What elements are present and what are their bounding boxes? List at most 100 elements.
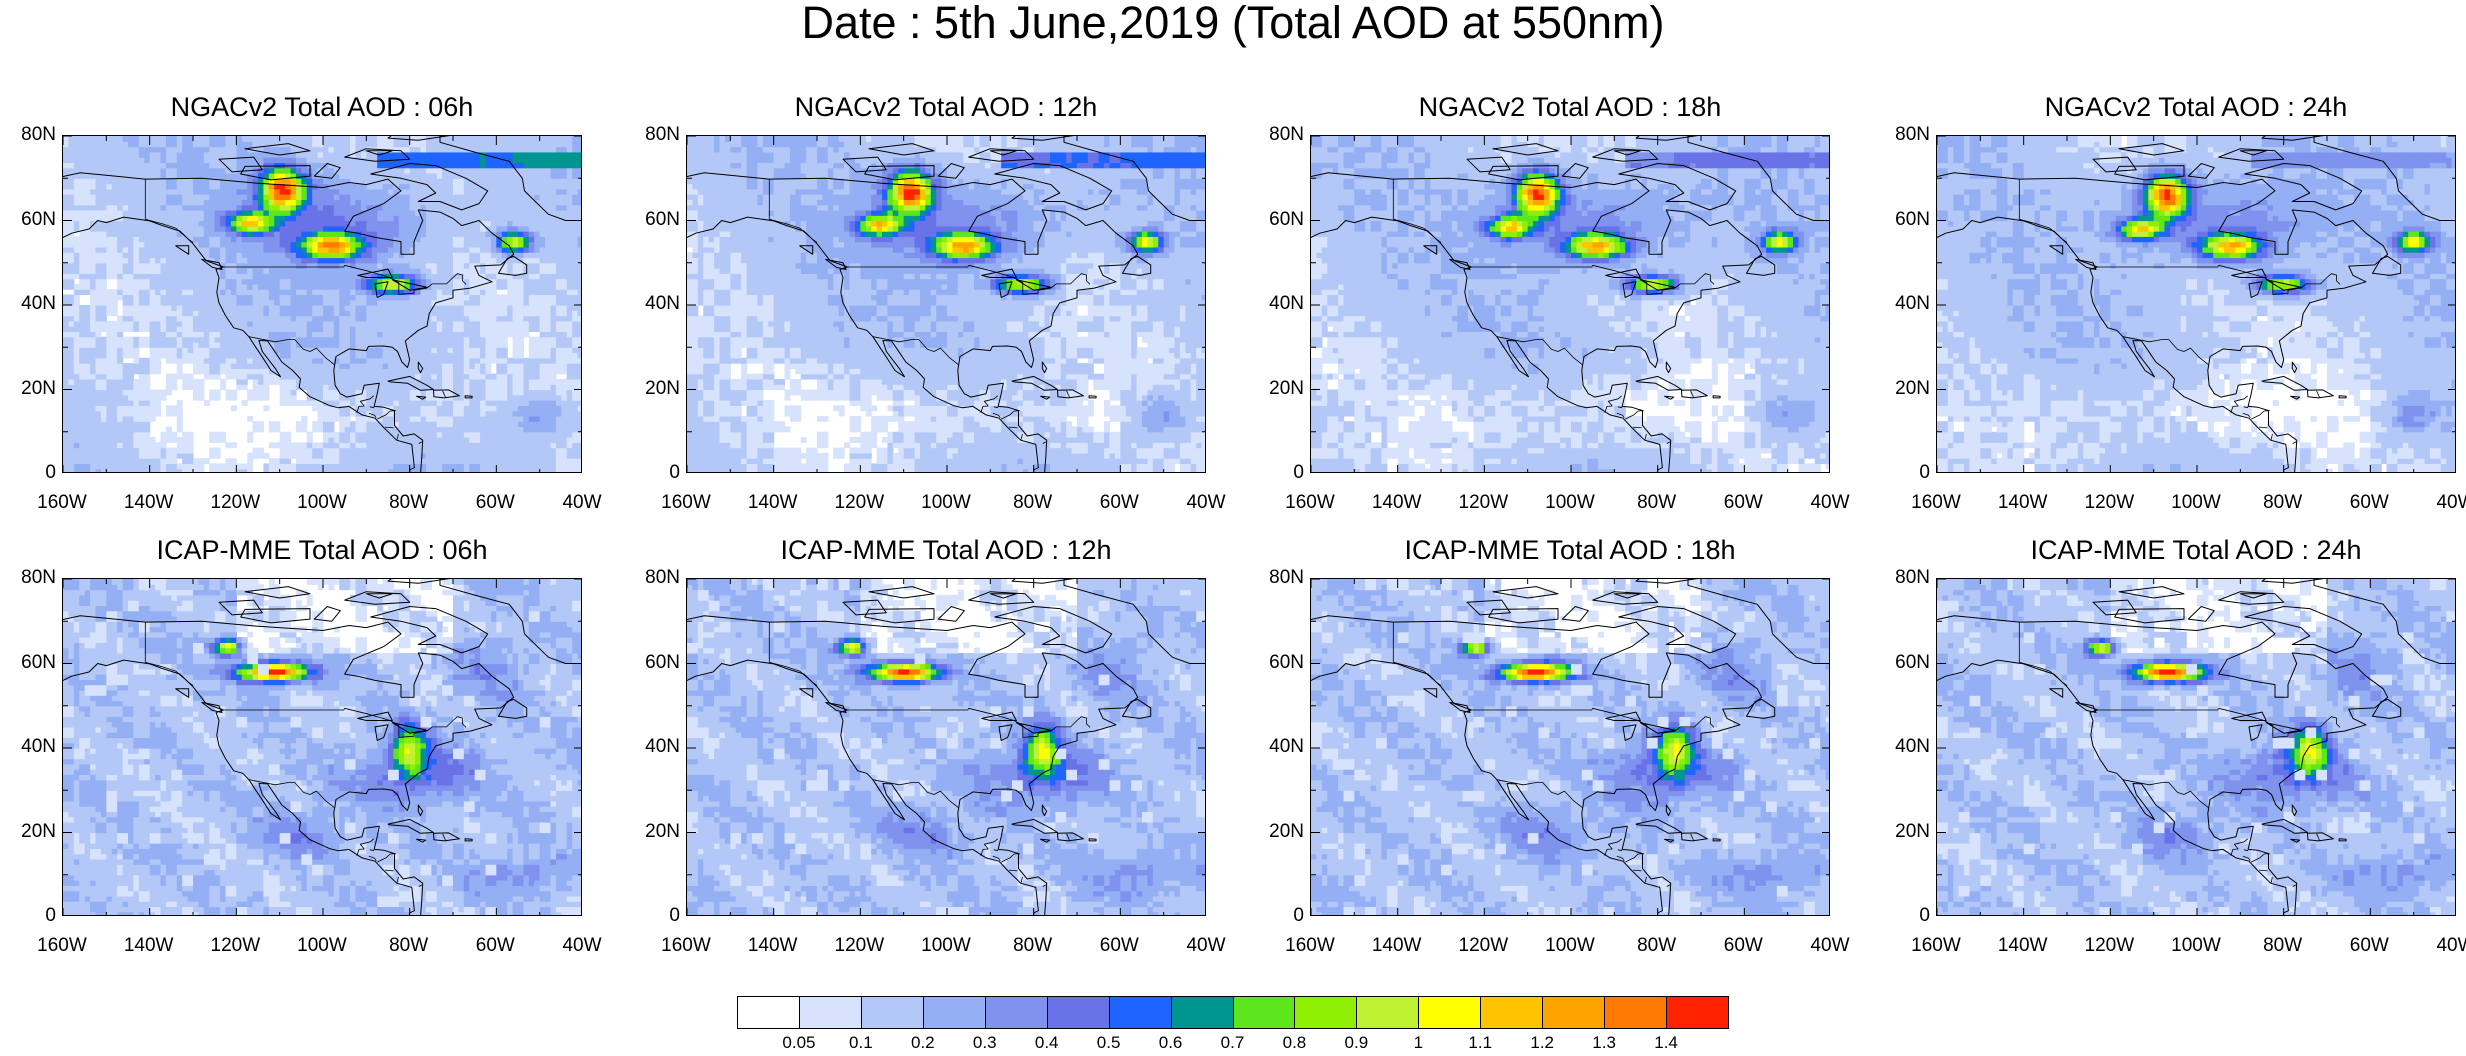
panel-title: ICAP-MME Total AOD : 18h (1250, 534, 1890, 566)
lon-tick-label: 60W (1084, 936, 1154, 956)
lat-tick-label: 0 (0, 906, 56, 926)
lat-tick-label: 20N (0, 378, 56, 399)
map-panel-icap-18h: ICAP-MME Total AOD : 18h 0 20N 40N 60N 80N 160… (1269, 535, 1849, 956)
panel-title: NGACv2 Total AOD : 12h (626, 91, 1266, 123)
colorbar-label: 0.6 (1141, 1034, 1201, 1052)
lat-tick-label: 60N (0, 652, 56, 673)
lon-tick-label: 80W (998, 493, 1068, 513)
aod-map (1311, 579, 1829, 915)
lat-tick-label: 80N (1244, 568, 1304, 588)
lon-tick-label: 120W (1448, 493, 1518, 513)
map-frame (1310, 578, 1830, 916)
lon-tick-label: 100W (1535, 493, 1605, 513)
lon-tick-label: 140W (1362, 936, 1432, 956)
lon-tick-label: 140W (1988, 936, 2058, 956)
lat-tick-label: 20N (1870, 378, 1930, 399)
lat-tick-label: 0 (0, 463, 56, 483)
lon-tick-label: 40W (547, 936, 617, 956)
lon-tick-label: 160W (1901, 493, 1971, 513)
colorbar-label: 1.1 (1450, 1034, 1510, 1052)
lat-tick-label: 60N (1244, 652, 1304, 673)
colorbar-swatch (860, 996, 924, 1029)
colorbar: 0.05 0.1 0.2 0.3 0.4 0.5 0.6 0.7 0.8 0.9 1 1.1 1.2 1.… (737, 996, 1729, 1052)
lon-tick-label: 160W (1901, 936, 1971, 956)
map-frame (1936, 578, 2456, 916)
panel-title: ICAP-MME Total AOD : 24h (1876, 534, 2466, 566)
lat-tick-label: 20N (1870, 821, 1930, 842)
lon-tick-label: 80W (1622, 936, 1692, 956)
colorbar-label: 0.8 (1264, 1034, 1324, 1052)
aod-map (63, 136, 581, 472)
colorbar-label: 0.7 (1203, 1034, 1263, 1052)
lat-tick-label: 60N (1870, 652, 1930, 673)
lon-tick-label: 40W (1171, 493, 1241, 513)
map-frame (1936, 135, 2456, 473)
lat-tick-label: 20N (620, 821, 680, 842)
lon-tick-label: 60W (1708, 936, 1778, 956)
lat-tick-label: 40N (1870, 294, 1930, 314)
lon-tick-label: 140W (1362, 493, 1432, 513)
lon-tick-label: 120W (2074, 493, 2144, 513)
lat-tick-label: 80N (1870, 125, 1930, 145)
lon-tick-label: 100W (287, 936, 357, 956)
lon-tick-label: 100W (911, 493, 981, 513)
lon-tick-label: 160W (27, 936, 97, 956)
lat-tick-label: 20N (1244, 378, 1304, 399)
lon-tick-label: 100W (287, 493, 357, 513)
lon-tick-label: 80W (998, 936, 1068, 956)
lat-tick-label: 60N (620, 209, 680, 230)
map-frame (62, 135, 582, 473)
colorbar-swatch (1294, 996, 1358, 1029)
colorbar-label: 0.05 (769, 1034, 829, 1052)
lat-tick-label: 40N (1244, 737, 1304, 757)
lat-tick-label: 0 (1870, 906, 1930, 926)
lat-tick-label: 60N (0, 209, 56, 230)
aod-map (687, 579, 1205, 915)
colorbar-swatch (1356, 996, 1420, 1029)
lon-tick-label: 40W (547, 493, 617, 513)
colorbar-swatch (1542, 996, 1606, 1029)
lon-tick-label: 40W (2421, 493, 2466, 513)
colorbar-swatch (1604, 996, 1668, 1029)
lat-tick-label: 40N (0, 294, 56, 314)
lat-tick-label: 80N (0, 125, 56, 145)
lon-tick-label: 140W (114, 936, 184, 956)
map-panel-icap-12h: ICAP-MME Total AOD : 12h 0 20N 40N 60N 80N 160… (645, 535, 1225, 956)
lat-tick-label: 40N (0, 737, 56, 757)
lat-tick-label: 80N (1870, 568, 1930, 588)
lon-tick-label: 140W (114, 493, 184, 513)
lon-tick-label: 80W (374, 936, 444, 956)
aod-map (687, 136, 1205, 472)
lon-tick-label: 100W (2161, 493, 2231, 513)
lat-tick-label: 0 (1244, 906, 1304, 926)
colorbar-label: 1.3 (1574, 1034, 1634, 1052)
colorbar-swatch (1232, 996, 1296, 1029)
lat-tick-label: 0 (620, 463, 680, 483)
colorbar-label: 0.9 (1326, 1034, 1386, 1052)
colorbar-swatch (798, 996, 862, 1029)
lon-tick-label: 160W (27, 493, 97, 513)
lat-tick-label: 60N (1870, 209, 1930, 230)
panel-title: ICAP-MME Total AOD : 06h (2, 534, 642, 566)
map-panel-icap-24h: ICAP-MME Total AOD : 24h 0 20N 40N 60N 80N 160… (1895, 535, 2466, 956)
colorbar-label: 1.2 (1512, 1034, 1572, 1052)
lat-tick-label: 40N (620, 294, 680, 314)
map-frame (62, 578, 582, 916)
colorbar-label: 0.5 (1079, 1034, 1139, 1052)
lat-tick-label: 60N (620, 652, 680, 673)
lon-tick-label: 80W (2248, 493, 2318, 513)
lon-tick-label: 160W (1275, 493, 1345, 513)
lon-tick-label: 60W (460, 493, 530, 513)
lon-tick-label: 140W (1988, 493, 2058, 513)
lon-tick-label: 80W (2248, 936, 2318, 956)
lat-tick-label: 0 (620, 906, 680, 926)
lon-tick-label: 40W (1795, 493, 1865, 513)
colorbar-swatch (922, 996, 986, 1029)
lon-tick-label: 100W (911, 936, 981, 956)
lon-tick-label: 160W (651, 493, 721, 513)
panel-title: NGACv2 Total AOD : 18h (1250, 91, 1890, 123)
aod-map (1937, 136, 2455, 472)
colorbar-swatch (737, 996, 800, 1029)
colorbar-swatch (1046, 996, 1110, 1029)
lon-tick-label: 100W (1535, 936, 1605, 956)
